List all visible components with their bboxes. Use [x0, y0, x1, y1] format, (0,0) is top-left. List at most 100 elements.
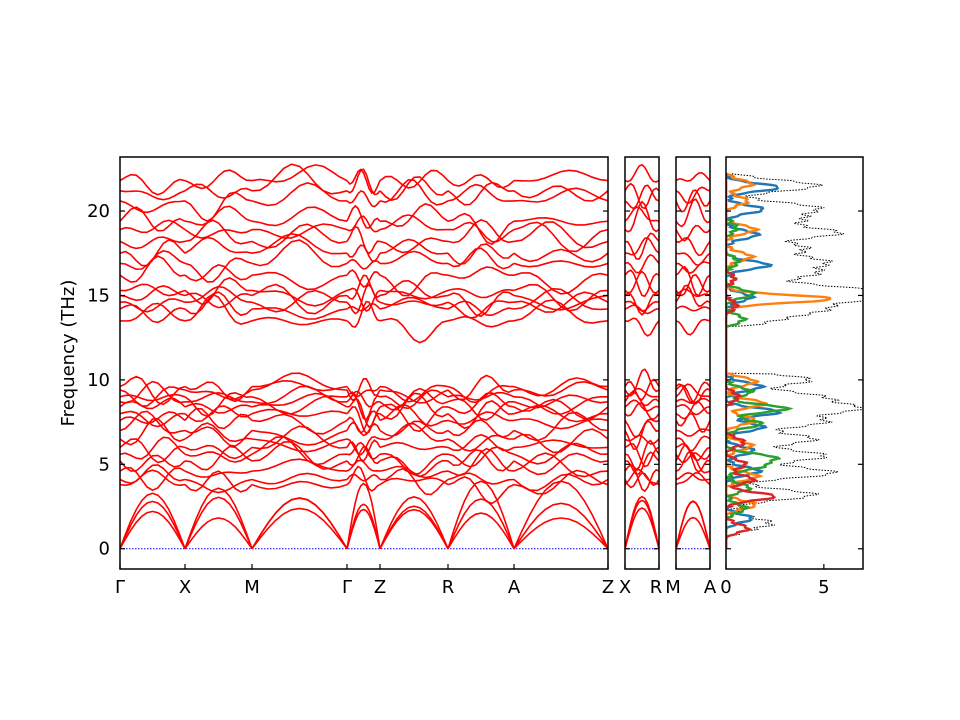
band-line — [379, 420, 449, 437]
band-line — [625, 163, 659, 183]
band-line — [184, 264, 253, 282]
band-line — [346, 421, 381, 437]
band-line — [379, 384, 449, 403]
band-line — [346, 473, 381, 482]
k-point-label: A — [508, 577, 521, 598]
band-line — [346, 398, 381, 429]
band-line — [184, 487, 253, 549]
band-line — [676, 381, 710, 404]
band-line — [184, 426, 253, 447]
k-point-label: X — [619, 577, 631, 598]
band-line — [184, 169, 253, 190]
band-line — [676, 472, 710, 481]
band-line — [379, 214, 449, 231]
band-line — [251, 472, 348, 485]
band-line — [346, 269, 381, 288]
band-line — [447, 219, 515, 244]
band-line — [184, 470, 253, 493]
band-line — [346, 190, 381, 208]
band-line — [379, 300, 449, 307]
band-line — [447, 315, 515, 328]
band-line — [513, 260, 608, 268]
band-line — [184, 228, 253, 239]
band-line — [447, 400, 515, 430]
dos-frame — [725, 156, 864, 570]
band-line — [120, 417, 186, 446]
band-line — [120, 464, 186, 485]
band-line — [379, 272, 449, 297]
band-line — [346, 168, 381, 196]
partial-dos-line — [726, 173, 777, 549]
band-line — [447, 266, 515, 279]
band-line — [251, 239, 348, 268]
band-line — [625, 236, 659, 256]
band-line — [184, 391, 253, 418]
band-line — [120, 380, 186, 404]
band-line — [447, 374, 515, 401]
band-line — [625, 368, 659, 397]
band-line — [513, 299, 608, 324]
band-line — [676, 516, 710, 549]
band-line — [379, 279, 449, 299]
band-line — [625, 378, 659, 401]
band-line — [625, 182, 659, 210]
band-line — [513, 185, 608, 202]
band-line — [513, 377, 608, 397]
band-line — [513, 439, 608, 449]
band-line — [251, 507, 348, 550]
partial-dos-line — [726, 172, 832, 549]
band-line — [676, 452, 710, 464]
band-line — [184, 402, 253, 414]
band-line — [625, 232, 659, 260]
k-point-label: Z — [602, 577, 614, 598]
band-line — [513, 398, 608, 420]
band-line — [379, 403, 449, 427]
band-line — [120, 298, 186, 313]
band-line — [447, 221, 515, 243]
band-line — [447, 512, 515, 550]
panel-frame — [675, 156, 711, 570]
band-line — [625, 184, 659, 210]
band-line — [120, 411, 186, 425]
band-line — [251, 289, 348, 307]
band-line — [120, 410, 186, 434]
band-line — [251, 289, 348, 313]
band-line — [676, 261, 710, 274]
partial-dos-line — [726, 173, 794, 549]
band-line — [184, 517, 253, 550]
band-line — [346, 377, 381, 402]
band-line — [513, 502, 608, 550]
band-line — [676, 236, 710, 257]
band-line — [379, 477, 449, 486]
band-line — [184, 381, 253, 403]
band-line — [251, 429, 348, 446]
band-line — [676, 273, 710, 297]
band-line — [676, 383, 710, 398]
band-line — [184, 257, 253, 283]
band-line — [625, 253, 659, 274]
band-line — [447, 300, 515, 317]
band-line — [346, 445, 381, 467]
band-line — [513, 187, 608, 203]
band-line — [379, 389, 449, 410]
k-point-label: X — [179, 577, 191, 598]
band-line — [346, 204, 381, 229]
band-line — [513, 283, 608, 312]
band-line — [625, 387, 659, 398]
band-line — [251, 232, 348, 255]
band-line — [676, 403, 710, 416]
band-line — [120, 190, 186, 201]
band-line — [251, 316, 348, 326]
band-line — [379, 238, 449, 255]
band-line — [184, 205, 253, 226]
band-line — [625, 419, 659, 450]
k-point-label: Γ — [342, 577, 352, 598]
band-line — [346, 287, 381, 312]
band-line — [447, 291, 515, 318]
band-line — [625, 304, 659, 315]
band-line — [120, 410, 185, 428]
band-line — [513, 169, 608, 182]
k-point-label: Z — [374, 577, 386, 598]
